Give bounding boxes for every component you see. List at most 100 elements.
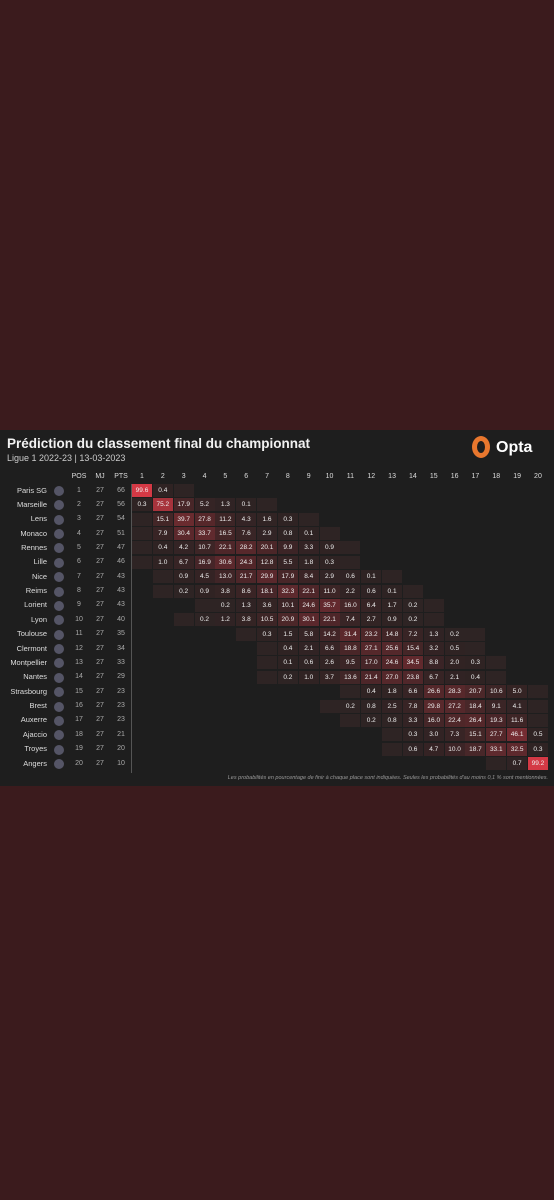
probability-cell: 46.1 <box>507 728 528 742</box>
stat-pos: 9 <box>77 601 81 609</box>
column-header: POS <box>71 473 87 480</box>
probability-cell: 0.4 <box>465 670 486 684</box>
probability-cell: 14.8 <box>382 627 403 641</box>
probability-cell: 0.9 <box>319 541 340 555</box>
probability-cell: 4.5 <box>194 570 215 584</box>
probability-cell: 27.2 <box>444 699 465 713</box>
probability-cell: 17.9 <box>173 498 194 512</box>
position-header: 12 <box>367 473 376 480</box>
probability-cell: 3.8 <box>236 613 257 627</box>
probability-cell: 23.8 <box>402 670 423 684</box>
team-logo <box>54 557 64 568</box>
empty-cell <box>319 527 340 541</box>
probability-cell: 4.2 <box>173 541 194 555</box>
position-header: 10 <box>325 473 334 480</box>
probability-cell: 2.6 <box>319 656 340 670</box>
team-logo <box>54 572 64 583</box>
probability-cell: 26.6 <box>423 685 444 699</box>
stat-pts: 46 <box>117 558 125 566</box>
probability-cell: 0.1 <box>298 527 319 541</box>
probability-cell: 14.2 <box>319 627 340 641</box>
stat-pts: 23 <box>117 716 125 724</box>
probability-cell: 7.9 <box>152 527 173 541</box>
team-logo <box>54 701 64 712</box>
probability-cell: 0.2 <box>402 598 423 612</box>
stat-pts: 47 <box>117 543 125 551</box>
probability-cell: 28.2 <box>236 541 257 555</box>
empty-cell <box>340 713 361 727</box>
probability-cell: 3.8 <box>215 584 236 598</box>
stat-pts: 35 <box>117 630 125 638</box>
stat-pos: 13 <box>75 658 83 666</box>
stat-pts: 66 <box>117 486 125 494</box>
probability-cell: 15.4 <box>402 642 423 656</box>
team-logo <box>54 687 64 698</box>
probability-cell: 0.3 <box>257 627 278 641</box>
position-header: 18 <box>492 473 501 480</box>
team-name: Lorient <box>24 600 47 610</box>
probability-cell: 1.3 <box>215 498 236 512</box>
stat-pts: 33 <box>117 658 125 666</box>
stat-mj: 27 <box>96 644 104 652</box>
probability-cell: 31.4 <box>340 627 361 641</box>
probability-cell: 18.7 <box>465 742 486 756</box>
empty-cell <box>132 541 152 555</box>
empty-cell <box>319 699 340 713</box>
stat-pos: 16 <box>75 702 83 710</box>
stat-pos: 19 <box>75 745 83 753</box>
probability-cell: 0.2 <box>215 598 236 612</box>
probability-cell: 1.3 <box>423 627 444 641</box>
stat-pts: 43 <box>117 572 125 580</box>
probability-cell: 5.8 <box>298 627 319 641</box>
probability-cell: 30.4 <box>173 527 194 541</box>
stat-mj: 27 <box>96 587 104 595</box>
stat-mj: 27 <box>96 745 104 753</box>
stat-pos: 6 <box>77 558 81 566</box>
probability-cell: 0.9 <box>173 570 194 584</box>
empty-cell <box>465 642 486 656</box>
stat-mj: 27 <box>96 572 104 580</box>
probability-cell: 75.2 <box>152 498 173 512</box>
stat-pts: 54 <box>117 515 125 523</box>
position-header: 11 <box>346 473 355 480</box>
probability-cell: 0.2 <box>402 613 423 627</box>
empty-cell <box>132 512 152 526</box>
stat-pts: 20 <box>117 745 125 753</box>
empty-cell <box>257 498 278 512</box>
team-name: Brest <box>29 701 47 711</box>
position-header: 3 <box>181 473 186 480</box>
probability-cell: 27.0 <box>382 670 403 684</box>
probability-cell: 3.7 <box>319 670 340 684</box>
probability-cell: 0.1 <box>361 570 382 584</box>
probability-cell: 10.5 <box>257 613 278 627</box>
empty-cell <box>382 742 403 756</box>
probability-cell: 0.3 <box>277 512 298 526</box>
brand-name: Opta <box>496 439 533 456</box>
subtitle: Ligue 1 2022-23 | 13-03-2023 <box>7 453 126 463</box>
probability-cell: 2.7 <box>361 613 382 627</box>
probability-cell: 21.7 <box>236 570 257 584</box>
empty-cell <box>236 627 257 641</box>
team-logo <box>54 730 64 741</box>
probability-cell: 18.4 <box>465 699 486 713</box>
empty-cell <box>340 685 361 699</box>
stat-mj: 27 <box>96 515 104 523</box>
stat-mj: 27 <box>96 486 104 494</box>
probability-cell: 21.4 <box>361 670 382 684</box>
team-logo <box>54 500 64 511</box>
probability-cell: 33.7 <box>194 527 215 541</box>
empty-cell <box>257 670 278 684</box>
position-header: 13 <box>388 473 396 480</box>
probability-cell: 10.7 <box>194 541 215 555</box>
team-name: Nice <box>31 571 47 581</box>
position-header: 7 <box>265 473 269 480</box>
team-name: Marseille <box>16 499 47 509</box>
probability-cell: 0.2 <box>340 699 361 713</box>
probability-cell: 0.4 <box>152 484 173 497</box>
probability-cell: 19.3 <box>486 713 507 727</box>
probability-cell: 1.6 <box>257 512 278 526</box>
stat-pos: 14 <box>75 673 83 681</box>
position-header: 5 <box>223 473 228 480</box>
empty-cell <box>152 570 173 584</box>
